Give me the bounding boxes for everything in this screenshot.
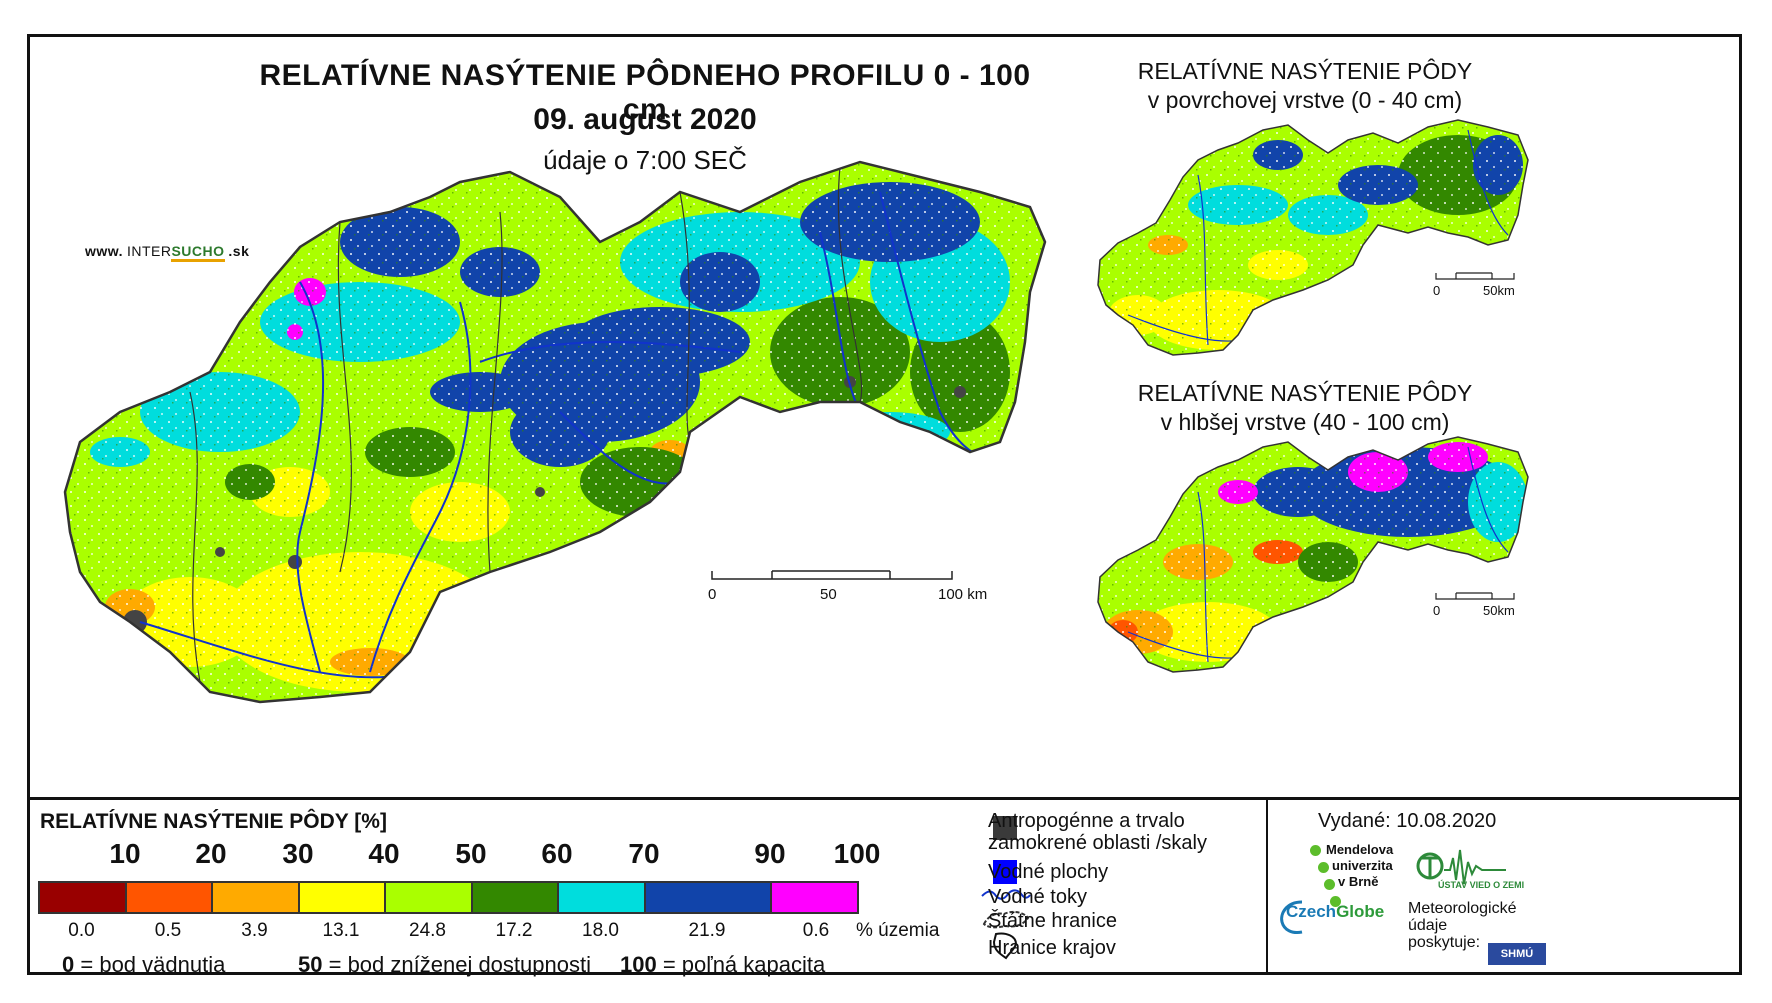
inset-top-title: RELATÍVNE NASÝTENIE PÔDY v povrchovej vr… <box>1137 58 1473 113</box>
czechglobe-arc-icon <box>1280 900 1303 934</box>
legend-swatch <box>298 881 386 914</box>
legend-swatch <box>211 881 300 914</box>
inset-bottom-title: RELATÍVNE NASÝTENIE PÔDY v hlbšej vrstve… <box>1137 380 1473 435</box>
map-title: RELATÍVNE NASÝTENIE PÔDNEHO PROFILU 0 - … <box>259 59 1031 126</box>
legend-swatch <box>384 881 473 914</box>
czechglobe-logo: CzechGlobe <box>1286 902 1385 921</box>
legend-share: 24.8 <box>409 920 446 941</box>
key-region-border: Hranice krajov <box>988 937 1116 959</box>
inset-top-scale-end: 50km <box>1483 283 1515 298</box>
legend-threshold: 30 <box>282 838 314 869</box>
legend-swatch <box>770 881 859 914</box>
legend-threshold: 70 <box>628 838 660 869</box>
map-frame: RELATÍVNE NASÝTENIE PÔDNEHO PROFILU 0 - … <box>27 34 1742 977</box>
legend-threshold: 50 <box>455 838 487 869</box>
shmu-logo: SHMÚ <box>1488 943 1546 965</box>
inset-bottom-scale-end: 50km <box>1483 603 1515 618</box>
legend-swatch <box>644 881 772 914</box>
inset-top-scale <box>1435 272 1515 280</box>
anthropogenic-icon <box>993 816 1017 840</box>
key-rivers: Vodné toky <box>988 886 1087 908</box>
legend-share: 0.0 <box>68 920 95 941</box>
legend-threshold: 10 <box>109 838 141 869</box>
meteo-credit: Meteorologické údaje poskytuje: <box>1408 900 1517 951</box>
legend-threshold: 90 <box>754 838 786 869</box>
state-border-icon <box>982 910 1030 929</box>
legend-threshold: 100 <box>833 838 881 869</box>
key-anthropogenic: Antropogénne a trvalo zamokrené oblasti … <box>988 810 1207 854</box>
mendel-dot-icon <box>1330 896 1341 907</box>
legend-share: 21.9 <box>688 920 726 941</box>
legend: RELATÍVNE NASÝTENIE PÔDY [%] 10 20 30 40 50 6… <box>30 797 1739 977</box>
map-date: 09. august 2020 <box>533 103 757 136</box>
key-state-border: Štátne hranice <box>988 910 1117 932</box>
map-area: RELATÍVNE NASÝTENIE PÔDNEHO PROFILU 0 - … <box>30 37 1739 797</box>
inset-top-map <box>1097 119 1529 356</box>
main-map <box>63 160 1047 704</box>
uvz-logo <box>1416 849 1506 885</box>
map-time: údaje o 7:00 SEČ <box>543 145 747 175</box>
water-area-icon <box>993 860 1017 884</box>
legend-note-100: 100 = poľná kapacita <box>620 952 826 977</box>
inset-bottom-map <box>1097 436 1529 673</box>
legend-share: 3.9 <box>241 920 268 941</box>
legend-swatch <box>557 881 646 914</box>
legend-swatch <box>125 881 213 914</box>
main-scale-bar <box>711 570 953 580</box>
mendel-dot-icon <box>1324 879 1335 890</box>
website-link[interactable]: www. INTERSUCHO .sk <box>85 243 249 262</box>
legend-share: 18.0 <box>582 920 619 941</box>
inset-bottom-scale <box>1435 592 1515 600</box>
mendel-dot-icon <box>1318 862 1329 873</box>
legend-note-0: 0 = bod vädnutia <box>62 952 226 977</box>
legend-note-50: 50 = bod zníženej dostupnosti <box>298 952 591 977</box>
legend-threshold: 20 <box>195 838 227 869</box>
issued-date: Vydané: 10.08.2020 <box>1318 810 1497 832</box>
legend-swatch <box>38 881 127 914</box>
mendel-dot-icon <box>1310 845 1321 856</box>
legend-share: 0.5 <box>154 920 182 941</box>
inset-bottom-scale-0: 0 <box>1433 603 1441 618</box>
uvz-logo-text: ÚSTAV VIED O ZEMI <box>1438 880 1525 890</box>
main-scale-50: 50 <box>820 586 837 603</box>
river-icon <box>981 889 1031 900</box>
legend-share: 17.2 <box>495 920 533 941</box>
main-scale-100: 100 km <box>938 586 988 603</box>
legend-share: 13.1 <box>322 920 360 941</box>
mendel-university-logo: Mendelova univerzita v Brně <box>1326 842 1394 889</box>
credits-panel: Vydané: 10.08.2020 Mendelova univerzita … <box>1266 800 1739 975</box>
key-water-areas: Vodné plochy <box>988 861 1109 883</box>
legend-share: 0.6 <box>802 920 830 941</box>
legend-threshold: 60 <box>541 838 573 869</box>
legend-threshold: 40 <box>368 838 400 869</box>
legend-title: RELATÍVNE NASÝTENIE PÔDY [%] <box>40 810 387 833</box>
legend-share-unit: % územia <box>856 920 940 941</box>
inset-top-scale-0: 0 <box>1433 283 1441 298</box>
main-scale-0: 0 <box>708 586 717 603</box>
region-border-icon <box>992 932 1018 960</box>
legend-swatch <box>471 881 559 914</box>
